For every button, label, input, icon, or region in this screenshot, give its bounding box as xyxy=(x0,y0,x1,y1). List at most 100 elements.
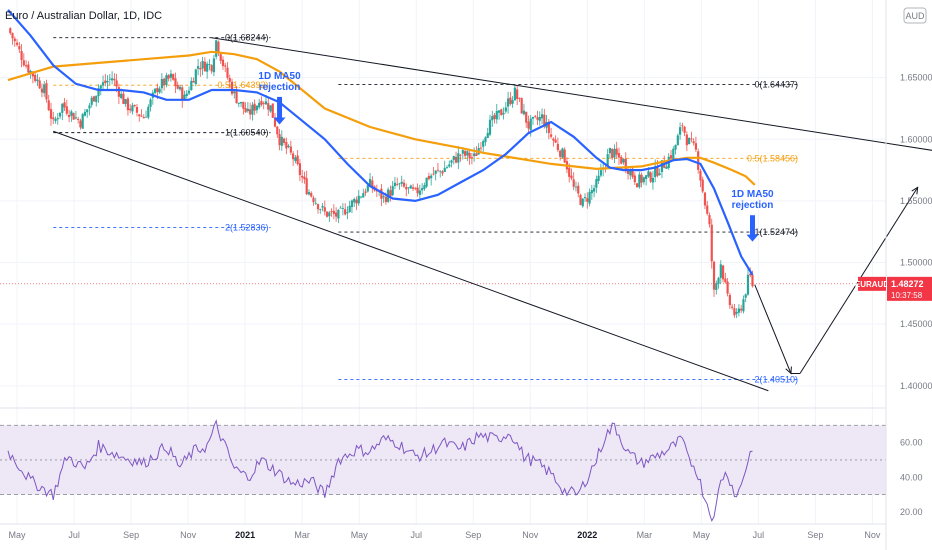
candle-body xyxy=(133,105,136,107)
time-axis-label: 2022 xyxy=(577,530,597,540)
candle-body xyxy=(608,147,612,154)
candle-body xyxy=(389,190,392,197)
candle-body xyxy=(556,143,559,151)
candle-body xyxy=(366,185,369,192)
candle-body xyxy=(493,114,496,120)
candle-body xyxy=(642,177,645,183)
candle-body xyxy=(276,126,279,135)
candle-body xyxy=(172,74,175,80)
candle-body xyxy=(348,205,351,213)
fib-label: 1(1.52474) xyxy=(754,227,798,237)
candle-body xyxy=(230,81,234,94)
candle-body xyxy=(27,64,30,73)
candle-body xyxy=(20,51,23,61)
candle-body xyxy=(129,108,132,111)
candle-body xyxy=(335,212,338,217)
candle-body xyxy=(606,154,609,170)
candle-body xyxy=(733,308,736,316)
candle-body xyxy=(233,91,236,94)
candle-body xyxy=(203,61,206,72)
candle-body xyxy=(694,143,698,150)
candle-body xyxy=(221,59,225,67)
candle-body xyxy=(563,149,566,163)
candle-body xyxy=(509,97,512,105)
candle-body xyxy=(568,167,571,177)
candle-body xyxy=(346,212,349,214)
candle-body xyxy=(543,114,546,127)
candle-body xyxy=(194,69,197,85)
candle-body xyxy=(640,174,643,183)
candle-body xyxy=(645,175,648,179)
currency-badge-box xyxy=(903,7,927,24)
candle-body xyxy=(65,106,68,114)
candle-body xyxy=(251,104,254,115)
candle-body xyxy=(330,211,333,212)
candle-body xyxy=(624,158,627,171)
candle-body xyxy=(511,100,514,104)
candle-body xyxy=(459,154,462,156)
candle-body xyxy=(371,180,374,189)
candle-body xyxy=(592,188,596,192)
candle-body xyxy=(108,78,111,80)
candle-body xyxy=(138,114,141,117)
rsi-level-lines xyxy=(0,424,886,495)
candle-body xyxy=(559,150,562,157)
candle-body xyxy=(529,118,532,130)
candle-body xyxy=(719,264,722,278)
candle-body xyxy=(264,101,268,105)
candle-body xyxy=(400,181,403,184)
candle-body xyxy=(421,188,424,191)
candle-body xyxy=(305,178,308,195)
candle-body xyxy=(441,171,444,174)
candle-body xyxy=(183,94,186,101)
candle-body xyxy=(43,84,46,94)
annotation-arrow-head xyxy=(746,234,759,242)
candle-body xyxy=(649,172,652,182)
candle-body xyxy=(635,183,639,188)
candle-body xyxy=(303,176,306,180)
candle-body xyxy=(45,83,48,100)
candle-body xyxy=(350,200,354,208)
candle-body xyxy=(570,175,573,179)
candle-body xyxy=(120,93,123,99)
candle-body xyxy=(497,110,501,113)
price-tag-value-box xyxy=(887,276,932,301)
time-axis-label: Jul xyxy=(753,530,765,540)
currency-badge[interactable]: AUD xyxy=(903,7,927,24)
candle-body xyxy=(678,127,682,135)
rsi-line xyxy=(7,419,753,523)
candle-body xyxy=(269,105,272,112)
candle-body xyxy=(425,177,428,187)
candle-body xyxy=(289,146,292,153)
candle-body xyxy=(658,173,661,175)
candle-body xyxy=(737,308,741,313)
candle-body xyxy=(549,134,553,137)
candle-body xyxy=(310,192,313,197)
price-tag-countdown: 10:37:58 xyxy=(891,291,923,300)
currency-badge-label: AUD xyxy=(905,11,925,21)
candle-body xyxy=(728,295,731,306)
candle-body xyxy=(226,67,229,78)
candle-body xyxy=(572,179,575,187)
candle-body xyxy=(244,108,247,113)
candle-body xyxy=(660,160,664,172)
candle-body xyxy=(106,80,109,83)
rsi-band xyxy=(0,425,886,495)
candle-body xyxy=(443,167,446,173)
candle-body xyxy=(117,87,120,97)
candle-body xyxy=(482,141,485,147)
candle-body xyxy=(581,198,584,207)
candle-body xyxy=(382,196,385,198)
candle-body xyxy=(36,79,39,82)
chart-title: Euro / Australian Dollar, 1D, IDC xyxy=(5,10,162,22)
candle-body xyxy=(683,126,686,133)
candle-body xyxy=(362,193,365,198)
candle-body xyxy=(219,54,222,61)
candle-body xyxy=(450,160,453,163)
time-axis-label: Nov xyxy=(864,530,881,540)
candle-body xyxy=(391,186,394,196)
forecast-segment xyxy=(754,284,792,374)
candle-body xyxy=(187,90,191,94)
